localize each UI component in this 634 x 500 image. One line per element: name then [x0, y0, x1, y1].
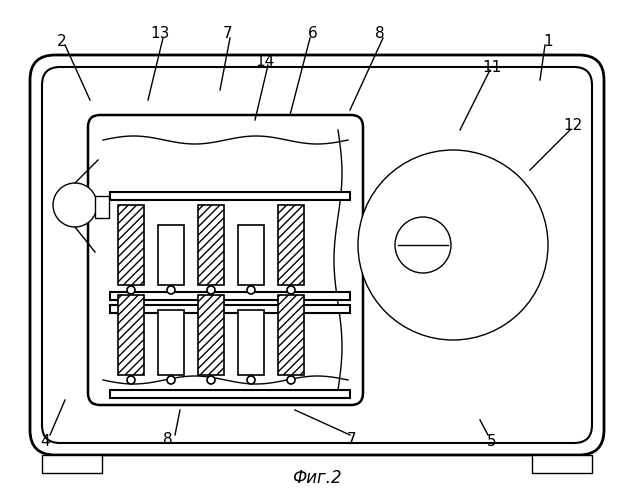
- Text: 8: 8: [163, 432, 173, 448]
- Circle shape: [127, 286, 135, 294]
- Text: 4: 4: [40, 434, 50, 450]
- Text: 5: 5: [487, 434, 497, 450]
- Bar: [95, 196, 109, 218]
- Bar: [238, 310, 264, 375]
- Bar: [238, 225, 264, 285]
- Bar: [110, 390, 350, 398]
- Text: 11: 11: [482, 60, 501, 76]
- Circle shape: [358, 150, 548, 340]
- Text: 12: 12: [564, 118, 583, 134]
- Circle shape: [167, 376, 175, 384]
- Text: Фиг.2: Фиг.2: [292, 469, 342, 487]
- Circle shape: [247, 286, 255, 294]
- Bar: [118, 295, 144, 375]
- Text: 13: 13: [150, 26, 170, 42]
- Circle shape: [167, 286, 175, 294]
- Bar: [158, 225, 184, 285]
- Bar: [278, 205, 304, 285]
- Circle shape: [53, 183, 97, 227]
- FancyBboxPatch shape: [30, 55, 604, 455]
- FancyBboxPatch shape: [88, 115, 363, 405]
- Bar: [110, 292, 350, 300]
- Bar: [198, 205, 224, 285]
- Text: 6: 6: [308, 26, 318, 42]
- Bar: [42, 455, 102, 473]
- Bar: [110, 305, 350, 313]
- Bar: [278, 295, 304, 375]
- Text: 7: 7: [347, 432, 357, 448]
- Bar: [158, 310, 184, 375]
- Text: 1: 1: [543, 34, 553, 50]
- Circle shape: [207, 286, 215, 294]
- Bar: [118, 205, 144, 285]
- Text: 14: 14: [256, 54, 275, 70]
- Circle shape: [287, 376, 295, 384]
- Text: 2: 2: [57, 34, 67, 50]
- Bar: [532, 455, 592, 473]
- Circle shape: [127, 376, 135, 384]
- Circle shape: [287, 286, 295, 294]
- Bar: [110, 192, 350, 200]
- Circle shape: [207, 376, 215, 384]
- FancyBboxPatch shape: [42, 67, 592, 443]
- Circle shape: [395, 217, 451, 273]
- Text: 7: 7: [223, 26, 233, 42]
- Circle shape: [247, 376, 255, 384]
- Text: 8: 8: [375, 26, 385, 42]
- Bar: [198, 295, 224, 375]
